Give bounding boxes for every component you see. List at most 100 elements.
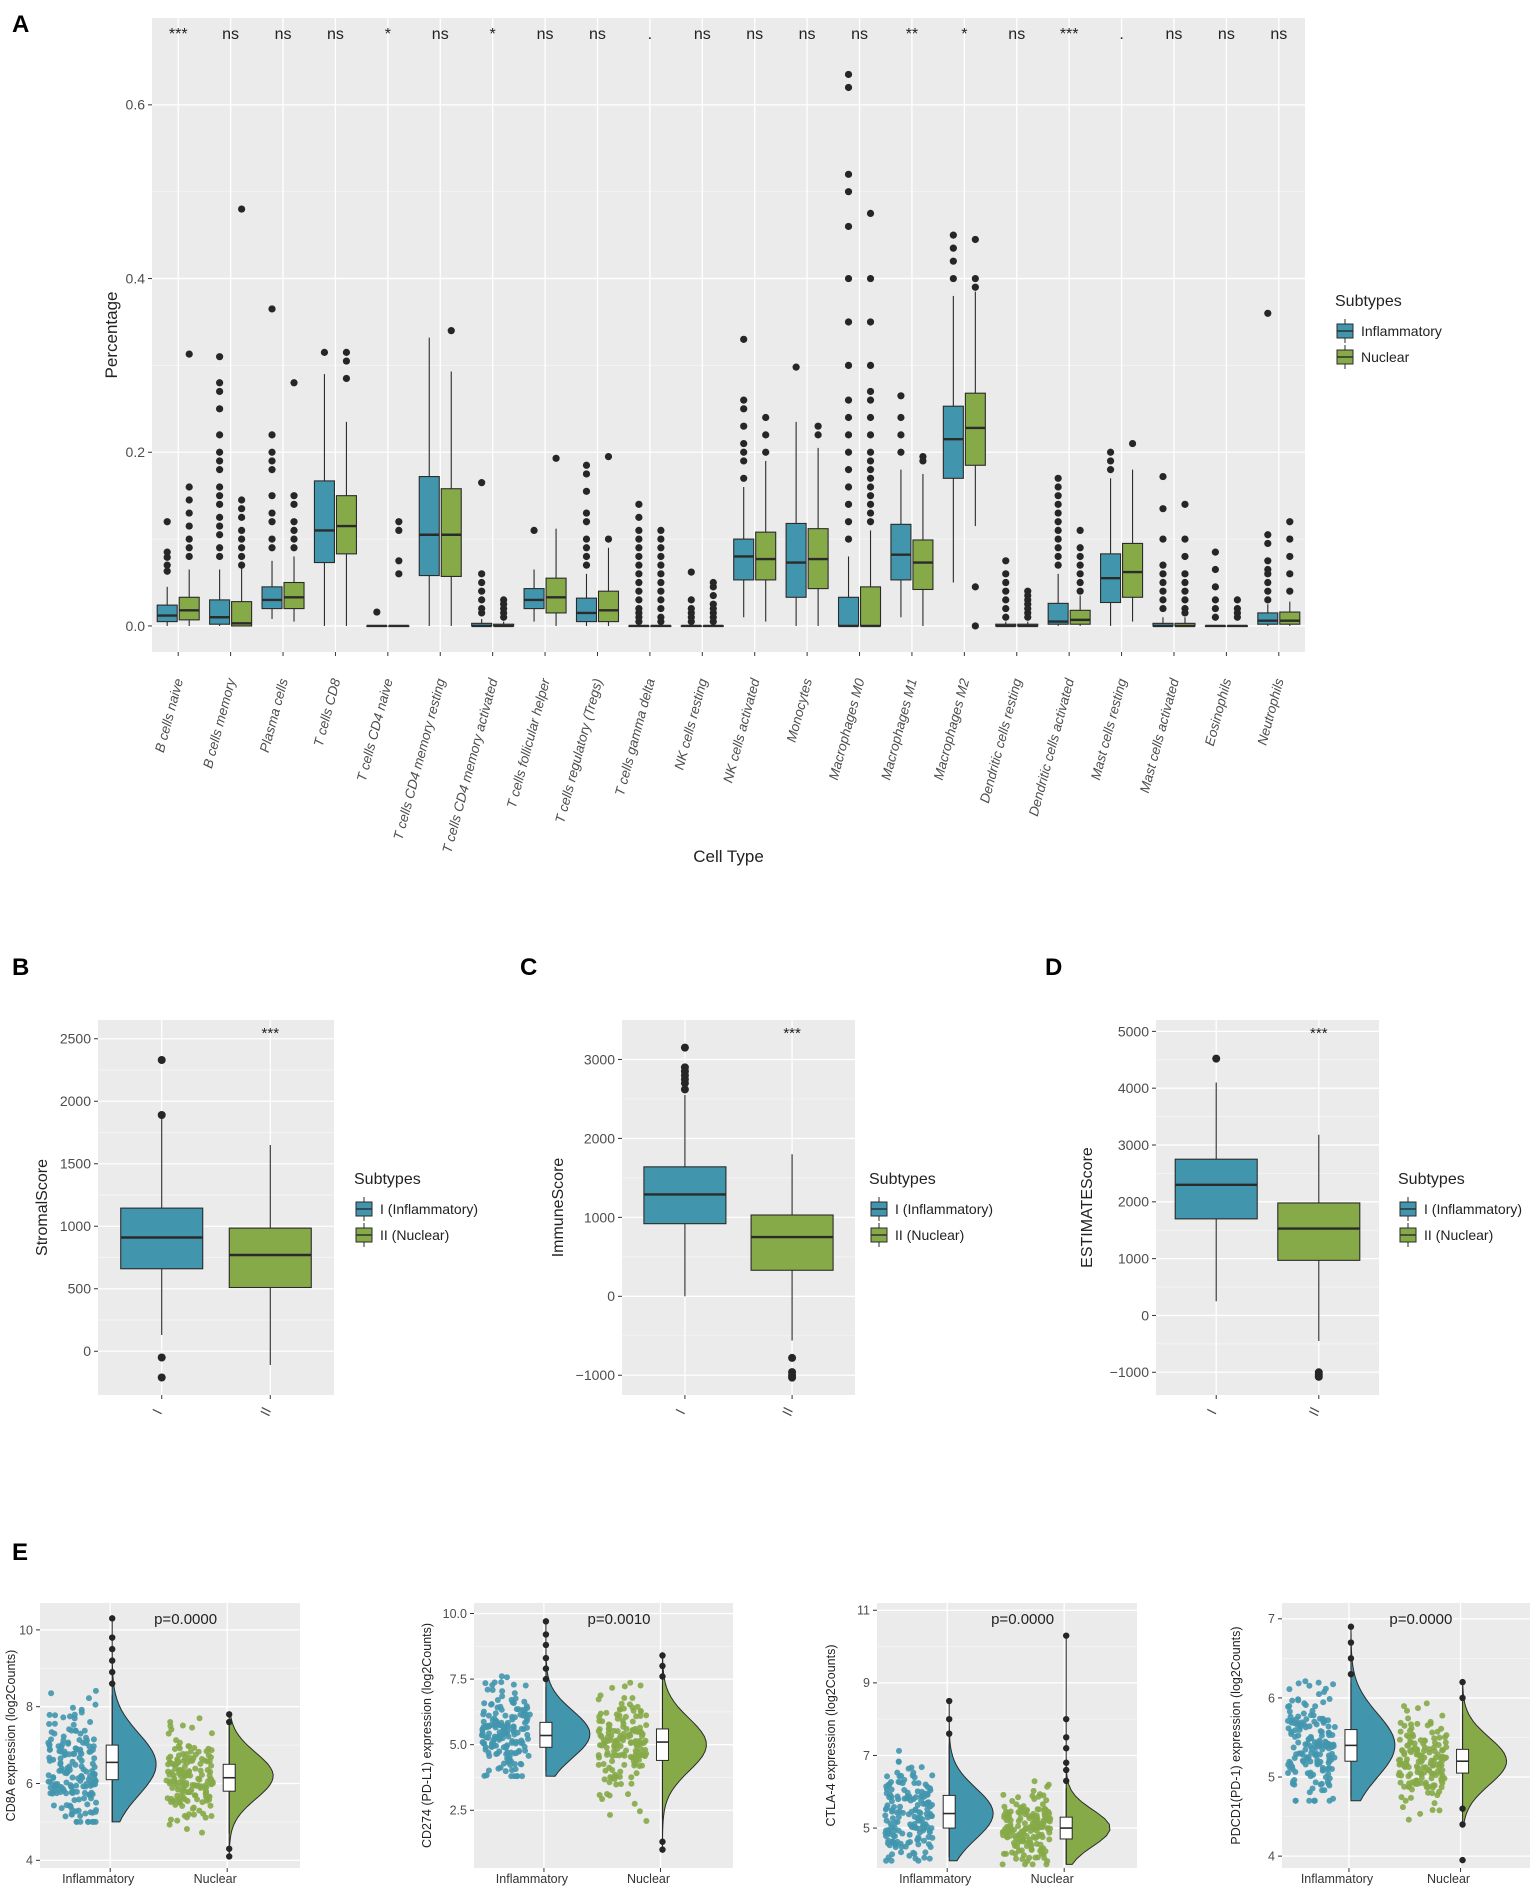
a-legend-entry: Inflammatory [1361, 323, 1442, 339]
a-nuclear-outlier [657, 596, 665, 604]
e1-nuclear-violin [228, 1713, 274, 1858]
e4-nuclear-point [1434, 1768, 1441, 1775]
e1-nuclear-point [192, 1765, 199, 1772]
e4-nuclear-point [1425, 1789, 1432, 1796]
a-inflammatory-outlier [1054, 552, 1062, 561]
a-nuclear-outlier [238, 561, 246, 569]
a-nuclear-outlier [1286, 570, 1294, 578]
e2-inflammatory-point [523, 1714, 530, 1721]
a-inflammatory-outlier [844, 483, 853, 491]
e4-nuclear-point [1421, 1769, 1428, 1776]
e1-nuclear-point [166, 1821, 173, 1828]
e2-inflammatory-point [486, 1730, 493, 1737]
a-nuclear-outlier [1286, 518, 1294, 526]
e1-inflammatory-point [56, 1785, 63, 1792]
b-nuclear-box [228, 1227, 312, 1289]
e3-nuclear-point [1027, 1841, 1034, 1848]
e1-inflammatory-point [68, 1789, 75, 1796]
a-inflammatory-outlier [163, 518, 171, 526]
e2-nuclear-point [617, 1780, 624, 1787]
e1-nuclear-point [167, 1816, 174, 1823]
e4-nuclear-point [1401, 1703, 1408, 1710]
a-significance-label: ns [222, 26, 239, 43]
a-inflammatory-outlier [740, 474, 748, 482]
e1-inflammatory-outlier [109, 1615, 116, 1622]
e1-inflammatory-point [72, 1727, 79, 1734]
e4-inflammatory-point [1306, 1682, 1313, 1689]
a-inflammatory-outlier [1159, 505, 1167, 513]
e2-nuclear-point [637, 1708, 644, 1715]
a-inflammatory-outlier [740, 457, 748, 465]
a-nuclear-box [755, 531, 777, 581]
a-inflammatory-outlier [687, 604, 695, 613]
e1-nuclear-point [191, 1811, 198, 1818]
e2-inflammatory-point [503, 1674, 510, 1681]
a-inflammatory-outlier [478, 570, 486, 578]
e3-inflammatory-outlier [946, 1697, 953, 1705]
e2-nuclear-point [629, 1727, 636, 1734]
e4-nuclear-point [1410, 1733, 1417, 1740]
e2-inflammatory-point [502, 1744, 509, 1751]
panel-e3: 5 7 9 11 p=0.0000 Inflammatory Nuclear CTLA-4 e… [824, 1603, 1137, 1886]
a-inflammatory-outlier [1159, 578, 1167, 587]
a-inflammatory-box [785, 522, 807, 598]
a-nuclear-outlier [919, 452, 927, 461]
a-inflammatory-outlier [268, 518, 276, 526]
e3-inflammatory-point [901, 1795, 908, 1802]
a-inflammatory-box [942, 405, 964, 479]
e1-inflammatory-point [52, 1712, 59, 1719]
e2-inflammatory-point [522, 1747, 529, 1754]
e2-inflammatory-point [512, 1766, 519, 1773]
e3-inflammatory-point [924, 1806, 931, 1813]
e2-nuclear-point [634, 1703, 641, 1710]
e1-inflammatory-point [90, 1736, 97, 1743]
e4-inflammatory-point [1302, 1678, 1309, 1685]
a-significance-label: ns [1008, 26, 1025, 43]
e2-inflammatory-point [482, 1680, 489, 1687]
e2-nuclear-point [608, 1774, 615, 1781]
e4-nuclear-point [1443, 1732, 1450, 1739]
c-nuclear-box [750, 1214, 834, 1271]
a-nuclear-outlier [1181, 500, 1189, 508]
e3-inflammatory-point [884, 1840, 891, 1847]
a-inflammatory-outlier [740, 335, 748, 343]
b-legend-entry: I (Inflammatory) [380, 1201, 478, 1217]
e3-inflammatory-point [928, 1825, 935, 1832]
e4-inflammatory-outlier [1347, 1623, 1355, 1630]
e2-nuclear-box [655, 1728, 669, 1761]
b-y-tick-label: 1000 [60, 1218, 91, 1234]
e4-nuclear-point [1399, 1748, 1406, 1755]
e1-inflammatory-point [87, 1809, 94, 1816]
a-x-axis-title: Cell Type [693, 847, 764, 866]
e3-inflammatory-point [918, 1797, 925, 1804]
e1-inflammatory-outlier [109, 1634, 116, 1641]
a-inflammatory-outlier [844, 274, 853, 283]
e3-nuclear-point [1026, 1854, 1033, 1861]
a-inflammatory-outlier [635, 604, 643, 613]
a-inflammatory-outlier [635, 578, 643, 587]
e1-nuclear-point [195, 1748, 202, 1755]
e1-nuclear-point [180, 1772, 187, 1779]
e3-nuclear-point [1026, 1815, 1033, 1822]
a-inflammatory-outlier [844, 188, 853, 196]
e2-inflammatory-point [491, 1679, 498, 1686]
a-inflammatory-outlier [949, 244, 957, 252]
a-inflammatory-outlier [1159, 472, 1167, 481]
e4-inflammatory-point [1318, 1780, 1325, 1787]
a-nuclear-outlier [657, 544, 665, 552]
a-inflammatory-outlier [844, 466, 853, 474]
e4-inflammatory-point [1331, 1724, 1338, 1731]
e1-nuclear-point [206, 1758, 213, 1765]
e3-nuclear-point [1007, 1808, 1014, 1815]
a-inflammatory-outlier [1264, 309, 1272, 317]
e2-inflammatory-point [496, 1748, 503, 1755]
e3-nuclear-point [1022, 1808, 1029, 1815]
e3-x-tick-label: Inflammatory [899, 1872, 972, 1886]
a-inflammatory-outlier [1264, 539, 1272, 548]
e1-inflammatory-point [61, 1752, 68, 1759]
a-inflammatory-outlier [216, 457, 224, 465]
e2-nuclear-point [603, 1751, 610, 1758]
e1-inflammatory-point [87, 1792, 94, 1799]
e1-inflammatory-point [60, 1714, 67, 1721]
